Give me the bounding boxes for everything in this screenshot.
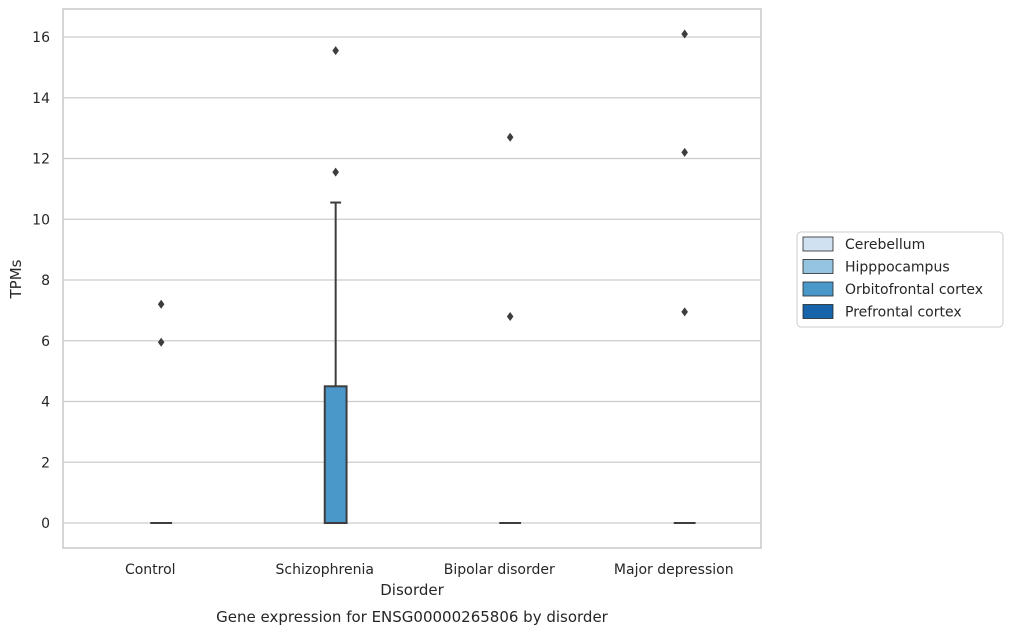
chart-caption: Gene expression for ENSG00000265806 by d… [216,608,609,626]
x-tick-label: Major depression [614,562,734,578]
x-tick-label: Bipolar disorder [444,562,555,578]
outlier-point [332,46,339,56]
x-tick-label: Control [125,562,176,578]
legend-swatch [802,259,834,274]
y-tick-label: 14 [32,91,50,107]
y-tick-label: 10 [32,212,50,228]
y-tick-label: 16 [32,30,50,46]
outlier-point [681,307,688,317]
y-tick-label: 0 [41,516,50,532]
box-body [323,385,348,524]
box-group [323,46,348,524]
outlier-point [681,29,688,39]
x-tick-labels: Control Schizophrenia Bipolar disorder Majo… [125,562,734,578]
y-tick-label: 2 [41,455,50,471]
legend-swatch [802,281,834,297]
outlier-point [332,167,339,177]
y-tick-label: 4 [41,395,50,411]
y-tick-label: 12 [32,152,50,168]
outlier-point [506,132,514,142]
legend-frame [796,231,1004,328]
legend: Cerebellum Hipppocampus Orbitofrontal cort… [796,231,1004,328]
box-group [673,29,696,524]
outlier-point [506,311,514,321]
outlier-point [681,147,688,157]
legend-swatch [802,304,834,319]
outlier-point [157,337,165,347]
box-group [150,299,173,524]
y-tick-labels: 0 2 4 6 8 10 12 14 16 [32,30,50,532]
legend-swatch [802,236,834,252]
box-plot-boxes [150,29,696,524]
legend-entry: Orbitofrontal cortex [845,282,983,298]
y-axis-label: TPMs [7,259,25,299]
legend-entry: Hipppocampus [845,260,950,276]
y-tick-label: 6 [41,334,50,350]
gridlines [63,36,761,524]
legend-entry: Prefrontal cortex [845,305,962,321]
outlier-point [157,299,165,309]
y-tick-label: 8 [41,273,50,289]
x-tick-label: Schizophrenia [276,562,374,578]
legend-entry: Cerebellum [845,237,925,253]
box-group [499,132,522,524]
plot-frame [62,8,762,549]
x-axis-label: Disorder [380,581,444,599]
